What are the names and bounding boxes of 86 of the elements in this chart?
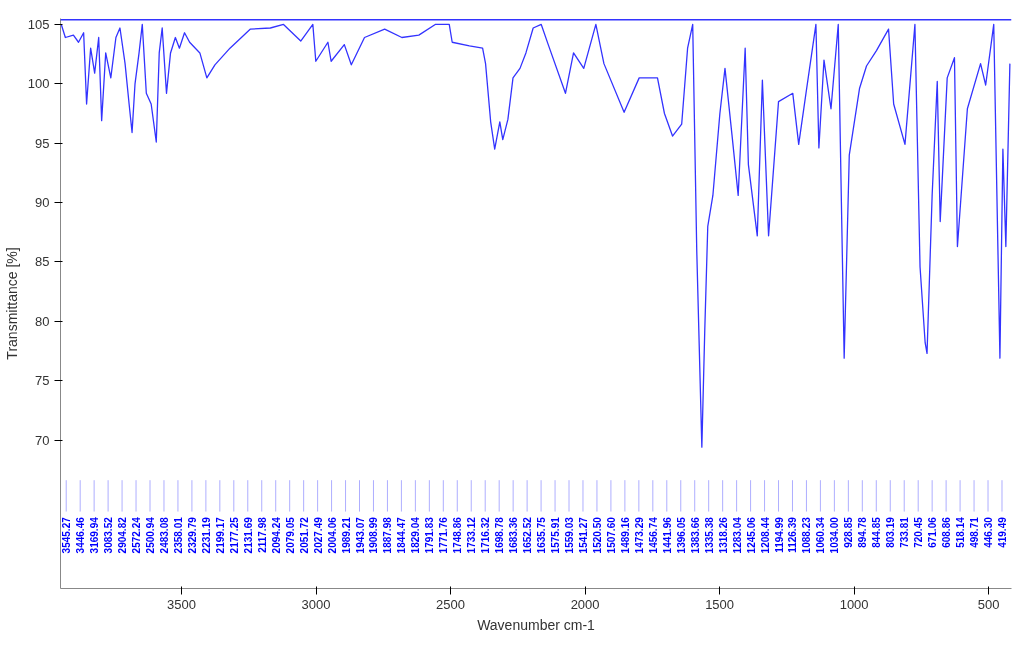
- annotation: 894.78: [857, 516, 869, 548]
- annotation: 2329.79: [186, 516, 198, 554]
- x-tick-label: 1500: [705, 596, 735, 612]
- annotation: 1507.60: [605, 516, 617, 554]
- annotation: 1716.32: [480, 516, 492, 554]
- annotation: 2004.06: [326, 516, 338, 554]
- y-tick-label: 90: [35, 195, 50, 211]
- annotation: 1989.21: [340, 516, 352, 554]
- y-tick-label: 100: [27, 76, 50, 92]
- y-tick-label: 85: [35, 254, 50, 270]
- annotation: 1541.27: [577, 516, 589, 554]
- annotation: 1748.86: [452, 516, 464, 554]
- annotation: 1943.07: [354, 516, 366, 554]
- annotation: 3446.46: [75, 516, 87, 554]
- annotation: 1088.23: [801, 516, 813, 554]
- annotation: 2358.01: [172, 516, 184, 554]
- annotation: 733.81: [899, 516, 911, 548]
- annotation: 2027.49: [312, 516, 324, 554]
- annotation: 2199.17: [214, 516, 226, 554]
- line-series: [60, 23, 1011, 448]
- annotation: 2051.72: [298, 516, 310, 554]
- annotation: 1908.99: [368, 516, 380, 554]
- y-axis-title: Transmittance [%]: [3, 247, 20, 360]
- annotation: 446.30: [983, 516, 995, 548]
- annotation: 1733.12: [466, 516, 478, 554]
- annotation: 2572.24: [131, 516, 143, 554]
- annotation: 1335.38: [703, 516, 715, 554]
- annotation: 1844.47: [396, 516, 408, 554]
- y-tick-label: 95: [35, 135, 50, 151]
- annotation: 671.06: [927, 516, 939, 548]
- annotation: 1456.74: [647, 516, 659, 554]
- x-tick-label: 3000: [301, 596, 331, 612]
- annotation: 1283.04: [731, 516, 743, 554]
- annotation: 2094.24: [270, 516, 282, 554]
- annotation: 2231.19: [200, 516, 212, 554]
- x-tick-label: 2000: [570, 596, 600, 612]
- annotation: 1559.03: [564, 516, 576, 554]
- annotation: 803.19: [885, 516, 897, 548]
- annotation: 2131.69: [242, 516, 254, 554]
- annotation: 518.14: [955, 516, 967, 548]
- annotation: 498.71: [969, 516, 981, 548]
- annotation: 2904.82: [117, 516, 129, 554]
- annotation: 1652.52: [522, 516, 534, 554]
- annotation: 928.85: [843, 516, 855, 548]
- annotation: 1520.50: [591, 516, 603, 554]
- annotation: 1060.34: [815, 516, 827, 554]
- annotation: 1683.36: [508, 516, 520, 554]
- annotation: 3083.52: [103, 516, 115, 554]
- x-tick-label: 1000: [839, 596, 869, 612]
- annotation: 720.45: [913, 516, 925, 548]
- x-tick-label: 500: [977, 596, 1000, 612]
- annotation: 1126.39: [787, 516, 799, 553]
- annotation: 2177.25: [228, 516, 240, 554]
- y-tick-label: 75: [35, 373, 50, 389]
- annotation: 1473.29: [633, 516, 645, 554]
- annotation: 1245.06: [745, 516, 757, 554]
- y-tick-label: 105: [27, 16, 50, 32]
- annotation: 1771.76: [438, 516, 450, 554]
- annotation: 2500.94: [145, 516, 157, 554]
- annotation: 2117.98: [256, 516, 268, 553]
- y-tick-label: 80: [35, 313, 50, 329]
- annotation: 1791.83: [424, 516, 436, 554]
- annotation: 844.85: [871, 516, 883, 548]
- annotation: 1383.66: [689, 516, 701, 554]
- y-tick-label: 70: [35, 432, 50, 448]
- x-tick-label: 3500: [167, 596, 197, 612]
- annotation: 2483.08: [158, 516, 170, 554]
- annotation: 1034.00: [829, 516, 841, 554]
- annotation: 1194.99: [773, 516, 785, 553]
- annotation: 1829.04: [410, 516, 422, 554]
- annotation: 608.86: [941, 516, 953, 548]
- annotation: 1887.98: [382, 516, 394, 554]
- annotation: 1396.05: [675, 516, 687, 554]
- annotation: 419.49: [996, 516, 1008, 548]
- x-axis-title: Wavenumber cm-1: [477, 616, 596, 633]
- annotation: 1635.75: [536, 516, 548, 554]
- annotation: 1318.26: [717, 516, 729, 554]
- annotation: 2079.05: [284, 516, 296, 554]
- annotation: 3545.27: [61, 516, 73, 554]
- annotation: 1441.96: [661, 516, 673, 554]
- annotation: 3169.94: [89, 516, 101, 554]
- annotation: 1489.16: [619, 516, 631, 554]
- annotation: 1208.44: [759, 516, 771, 554]
- annotation: 1698.78: [494, 516, 506, 554]
- x-tick-label: 2500: [436, 596, 466, 612]
- annotation: 1575.91: [550, 516, 562, 554]
